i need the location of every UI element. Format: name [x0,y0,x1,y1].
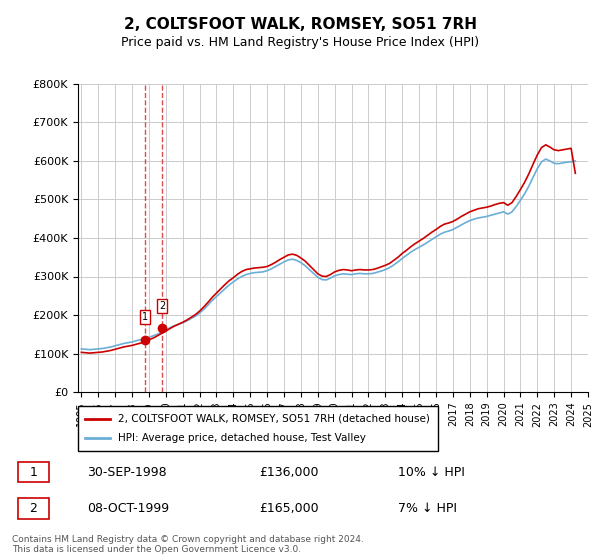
Text: Price paid vs. HM Land Registry's House Price Index (HPI): Price paid vs. HM Land Registry's House … [121,36,479,49]
Text: 2: 2 [29,502,37,515]
Text: 1: 1 [142,312,148,323]
FancyBboxPatch shape [18,498,49,519]
FancyBboxPatch shape [78,406,438,451]
Text: £165,000: £165,000 [260,502,319,515]
Text: 10% ↓ HPI: 10% ↓ HPI [398,466,465,479]
Text: 30-SEP-1998: 30-SEP-1998 [87,466,167,479]
Text: 7% ↓ HPI: 7% ↓ HPI [398,502,457,515]
Text: 1: 1 [29,466,37,479]
Text: Contains HM Land Registry data © Crown copyright and database right 2024.
This d: Contains HM Land Registry data © Crown c… [12,535,364,554]
Text: 2: 2 [159,301,165,311]
FancyBboxPatch shape [18,462,49,482]
Text: HPI: Average price, detached house, Test Valley: HPI: Average price, detached house, Test… [118,433,365,444]
Text: 08-OCT-1999: 08-OCT-1999 [87,502,169,515]
Text: £136,000: £136,000 [260,466,319,479]
Text: 2, COLTSFOOT WALK, ROMSEY, SO51 7RH (detached house): 2, COLTSFOOT WALK, ROMSEY, SO51 7RH (det… [118,413,430,423]
Text: 2, COLTSFOOT WALK, ROMSEY, SO51 7RH: 2, COLTSFOOT WALK, ROMSEY, SO51 7RH [124,17,476,32]
